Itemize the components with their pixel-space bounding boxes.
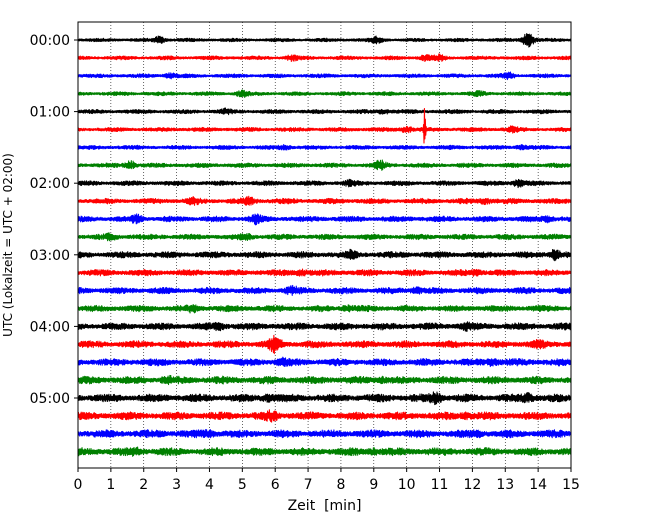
trace-00-15 (77, 53, 572, 63)
trace-02-30 (77, 213, 572, 226)
x-tick-label: 4 (205, 477, 214, 493)
y-tick-label: 03:00 (30, 248, 70, 264)
trace-04-30 (77, 356, 572, 368)
y-tick-label: 04:00 (30, 319, 70, 335)
x-tick-label: 7 (304, 477, 313, 493)
x-tick-label: 1 (106, 477, 115, 493)
trace-00-45 (77, 89, 572, 98)
y-axis-label: UTC (Lokalzeit = UTC + 02:00) (1, 153, 15, 337)
trace-03-30 (77, 284, 572, 296)
x-tick-label: 10 (398, 477, 416, 493)
x-tick-label: 12 (463, 477, 481, 493)
trace-03-45 (77, 304, 572, 314)
x-tick-label: 0 (74, 477, 83, 493)
y-axis-ticks: 00:00 01:00 02:00 03:00 04:00 05:00 (30, 33, 78, 407)
trace-02-00 (77, 178, 572, 189)
vertical-gridlines (110, 22, 539, 468)
x-tick-label: 8 (336, 477, 345, 493)
trace-03-15 (77, 268, 572, 277)
trace-04-15 (77, 334, 572, 355)
trace-05-30 (77, 429, 572, 439)
trace-03-00 (77, 248, 572, 262)
trace-05-45 (77, 446, 572, 457)
trace-02-45 (77, 232, 572, 242)
seismic-traces (77, 33, 572, 457)
trace-00-30 (77, 71, 572, 81)
trace-01-15 (77, 108, 572, 144)
y-tick-label: 05:00 (30, 391, 70, 407)
x-tick-label: 2 (139, 477, 148, 493)
x-axis-ticks: 0 1 2 3 4 5 6 7 8 9 10 11 12 13 14 15 (74, 468, 580, 493)
trace-04-00 (77, 321, 572, 332)
x-axis-label: Zeit [min] (288, 498, 362, 514)
x-tick-label: 14 (529, 477, 547, 493)
trace-01-45 (77, 159, 572, 171)
x-tick-label: 11 (431, 477, 449, 493)
trace-05-15 (77, 409, 572, 423)
x-tick-label: 3 (172, 477, 181, 493)
trace-00-00 (77, 33, 572, 48)
x-tick-label: 5 (238, 477, 247, 493)
y-tick-label: 00:00 (30, 33, 70, 49)
trace-04-45 (77, 374, 572, 386)
x-tick-label: 15 (562, 477, 580, 493)
trace-05-00 (77, 391, 572, 406)
plot-frame (77, 21, 572, 469)
y-tick-label: 02:00 (30, 176, 70, 192)
trace-01-00 (77, 107, 572, 116)
x-tick-label: 13 (496, 477, 514, 493)
x-tick-label: 9 (369, 477, 378, 493)
x-tick-label: 6 (271, 477, 280, 493)
trace-01-30 (77, 144, 572, 151)
y-tick-label: 01:00 (30, 105, 70, 121)
trace-02-15 (77, 195, 572, 206)
